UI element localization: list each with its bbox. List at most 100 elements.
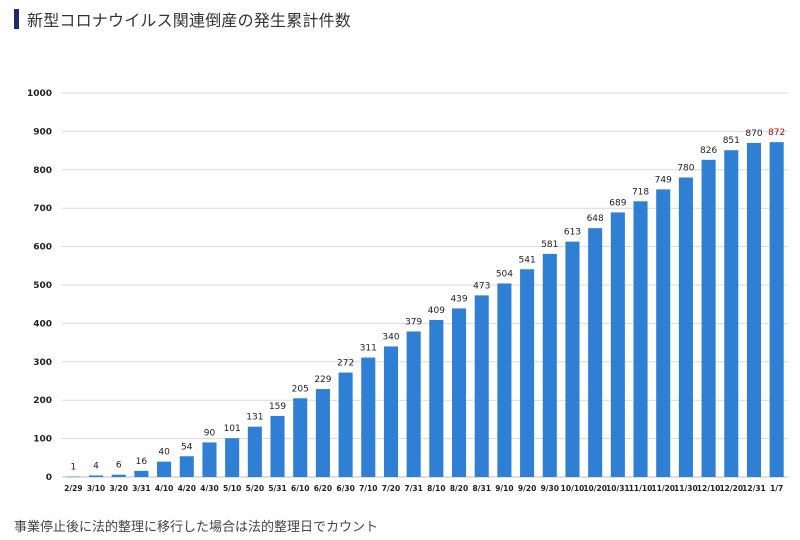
y-tick-label: 1000 [27,89,52,99]
x-tick-label: 3/10 [87,484,105,493]
data-label: 1 [70,463,76,473]
data-label: 749 [655,175,672,185]
bar [678,177,693,478]
bar [610,212,625,477]
data-label: 4 [93,461,99,471]
bar [588,228,603,477]
y-tick-label: 400 [33,319,52,329]
bar [769,142,784,478]
x-tick-label: 7/20 [382,484,400,493]
y-tick-label: 600 [33,243,52,253]
bar [157,461,172,477]
data-label: 613 [564,228,581,238]
data-label: 473 [473,281,490,291]
bar [111,474,126,477]
data-label: 6 [116,461,122,471]
x-tick-label: 9/20 [518,484,536,493]
data-label: 504 [496,269,513,279]
x-tick-label: 12/10 [697,484,721,493]
data-label: 826 [700,146,717,156]
y-tick-label: 700 [33,204,52,214]
y-tick-label: 300 [33,358,52,368]
bar [656,189,671,477]
x-tick-label: 8/10 [427,484,445,493]
bar [429,319,444,477]
data-label: 648 [587,214,604,224]
x-tick-label: 5/31 [268,484,286,493]
bar [338,372,353,477]
data-label: 541 [519,255,536,265]
bar [520,269,535,477]
x-tick-label: 2/29 [64,484,82,493]
x-tick-label: 11/30 [674,484,698,493]
bar-chart: 0 100 200 300 400 500 600 700 800 900 1000 1 2/29 4 3/… [27,89,788,493]
title-accent-bar [14,9,19,29]
x-tick-label: 12/20 [719,484,743,493]
x-tick-label: 8/31 [473,484,491,493]
x-tick-label: 5/10 [223,484,241,493]
data-label: 689 [609,198,626,208]
bar [474,295,489,477]
bar [406,331,421,477]
data-label: 718 [632,187,649,197]
x-tick-label: 10/20 [583,484,607,493]
bar [202,442,217,477]
y-tick-label: 800 [33,166,52,176]
x-tick-label: 1/7 [770,484,783,493]
x-tick-label: 9/30 [541,484,559,493]
x-tick-label: 4/20 [178,484,196,493]
data-label: 205 [292,384,309,394]
data-label: 54 [181,442,193,452]
x-tick-label: 11/10 [629,484,653,493]
data-label: 90 [204,428,216,438]
data-label: 379 [405,317,422,327]
data-label: 851 [723,136,740,146]
x-tick-label: 6/30 [336,484,354,493]
x-tick-label: 11/20 [651,484,675,493]
x-tick-label: 10/10 [561,484,585,493]
x-tick-label: 3/20 [110,484,128,493]
bar [179,456,194,477]
data-label: 311 [360,344,377,354]
data-label: 159 [269,402,286,412]
data-label: 16 [136,457,148,467]
data-label: 101 [224,424,241,434]
bar [247,426,262,477]
x-tick-label: 10/31 [606,484,630,493]
bar [701,159,716,478]
chart-title: 新型コロナウイルス関連倒産の発生累計件数 [27,11,352,30]
bar [270,415,285,477]
y-tick-label: 100 [33,435,52,445]
bar [66,476,81,478]
x-tick-label: 12/31 [742,484,766,493]
x-tick-label: 4/30 [200,484,218,493]
bar [724,150,739,477]
bar [633,201,648,477]
data-label: 581 [541,240,558,250]
data-label: 40 [158,448,170,458]
bar [383,346,399,477]
x-tick-label: 6/10 [291,484,309,493]
x-tick-label: 6/20 [314,484,332,493]
y-tick-label: 200 [33,396,52,406]
bar [134,470,149,477]
y-tick-label: 500 [33,281,52,291]
bar [293,398,308,477]
x-tick-label: 4/10 [155,484,173,493]
data-label: 340 [382,332,399,342]
data-label: 870 [745,129,762,139]
x-tick-label: 8/20 [450,484,468,493]
x-tick-label: 7/10 [359,484,377,493]
bar [497,283,512,477]
y-tick-label: 0 [46,473,52,483]
chart-footnote: 事業停止後に法的整理に移行した場合は法的整理日でカウント [14,520,379,535]
bar [361,357,376,477]
x-tick-label: 5/20 [246,484,264,493]
x-tick-label: 3/31 [132,484,150,493]
x-tick-label: 7/31 [404,484,422,493]
bar [225,438,240,477]
bar [315,389,330,477]
chart-title-bar: 新型コロナウイルス関連倒産の発生累計件数 [14,8,351,30]
bar [542,253,557,477]
data-label: 872 [768,128,785,138]
